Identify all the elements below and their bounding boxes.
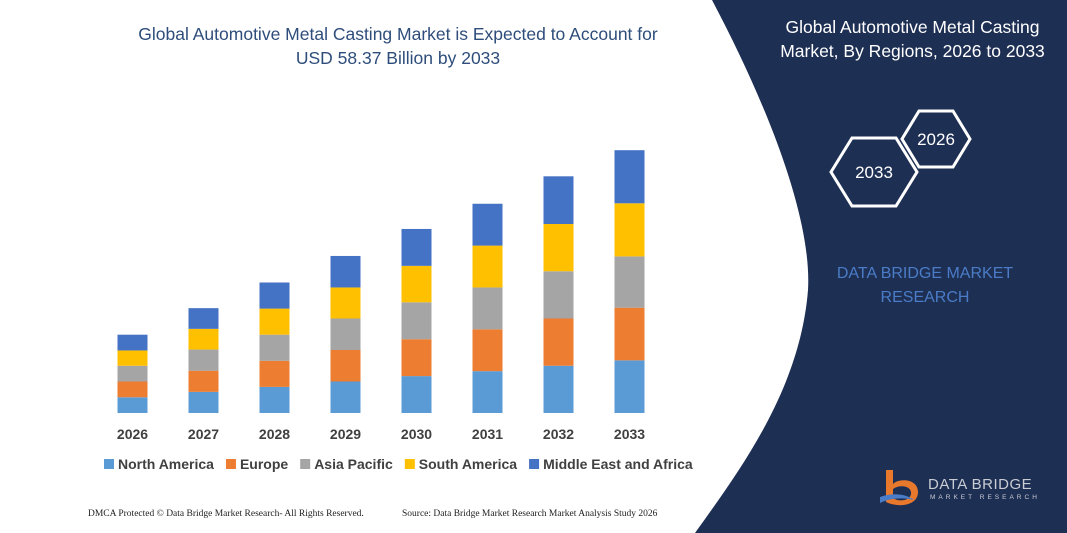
bar-segment [543, 271, 574, 319]
bar-segment [330, 255, 361, 288]
hexagon [900, 109, 972, 169]
bar-segment [401, 228, 432, 266]
side-panel [695, 0, 1067, 533]
bar-segment [401, 265, 432, 303]
bar-segment [543, 224, 574, 272]
bar-segment [330, 381, 361, 413]
bar-segment [330, 350, 361, 382]
bar-segment [401, 302, 432, 340]
logo-tagline: MARKET RESEARCH [930, 494, 1040, 501]
panel-title: Global Automotive Metal Casting Market, … [780, 17, 1045, 61]
bar-segment [472, 203, 503, 246]
bar-segment [614, 256, 645, 308]
bar-segment [330, 287, 361, 319]
legend-swatch [529, 459, 540, 469]
x-tick-label: 2026 [117, 426, 148, 442]
bar-segment [188, 328, 219, 350]
legend-swatch [300, 459, 311, 469]
legend-swatch [404, 459, 415, 469]
bar-segment [614, 203, 645, 257]
legend-label: Asia Pacific [314, 456, 393, 472]
logo-icon [880, 470, 918, 506]
bar-segment [543, 365, 574, 413]
bar-segment [259, 334, 290, 361]
legend-label: Middle East and Africa [543, 456, 693, 472]
x-tick-label: 2028 [259, 426, 290, 442]
hexagon-label: 2033 [855, 163, 893, 182]
bar-segment [472, 371, 503, 413]
x-tick-label: 2032 [543, 426, 574, 442]
x-tick-label: 2027 [188, 426, 219, 442]
logo-name: DATA BRIDGE [928, 476, 1033, 493]
bar-segment [472, 245, 503, 288]
chart-title: Global Automotive Metal Casting Market i… [138, 24, 658, 68]
footer-source: Source: Data Bridge Market Research Mark… [402, 509, 658, 519]
bar-segment [259, 282, 290, 309]
bar-segment [117, 365, 148, 382]
bar-segment [401, 376, 432, 413]
bar-segment [117, 350, 148, 366]
bar-segment [543, 318, 574, 366]
brand-name: DATA BRIDGE MARKET RESEARCH [836, 265, 1014, 306]
footer-note: DMCA Protected © Data Bridge Market Rese… [88, 509, 364, 519]
bar-segment [259, 308, 290, 335]
x-tick-label: 2030 [401, 426, 432, 442]
bar-segment [259, 386, 290, 413]
bar-segment [117, 334, 148, 351]
bar-segment [117, 381, 148, 398]
legend-label: North America [118, 456, 214, 472]
x-tick-label: 2029 [330, 426, 361, 442]
legend-label: Europe [240, 456, 288, 472]
bar-segment [259, 360, 290, 387]
bar-segment [472, 287, 503, 330]
bar-segment [472, 329, 503, 372]
legend-swatch [225, 459, 236, 469]
bar-segment [188, 391, 219, 413]
hexagon [829, 136, 919, 208]
bar-segment [401, 339, 432, 377]
legend-label: South America [419, 456, 517, 472]
bar-segment [117, 397, 148, 413]
bar-segment [188, 308, 219, 329]
bar-segment [188, 370, 219, 392]
legend-swatch [104, 459, 114, 469]
bar-segment [614, 150, 645, 204]
x-tick-label: 2033 [614, 426, 645, 442]
bar-segment [614, 360, 645, 413]
hexagon-label: 2026 [917, 130, 955, 149]
bar-segment [543, 176, 574, 224]
x-tick-label: 2031 [472, 426, 503, 442]
bar-segment [614, 307, 645, 361]
bar-segment [188, 349, 219, 371]
bar-segment [330, 318, 361, 350]
